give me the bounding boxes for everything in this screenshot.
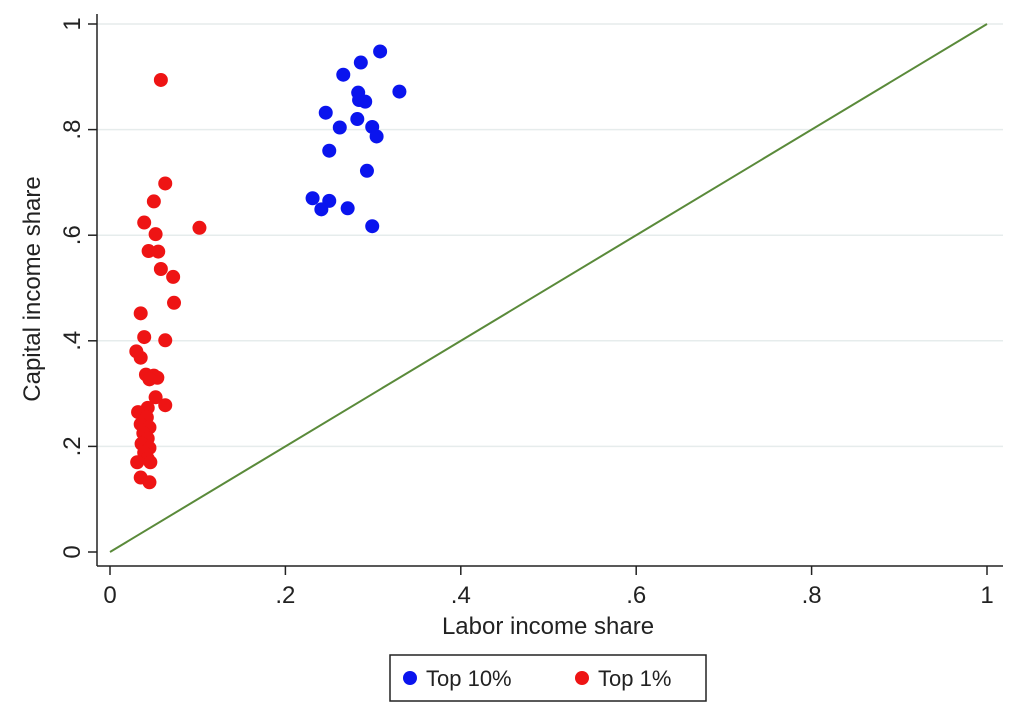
y-tick-label-0: 0: [59, 545, 86, 558]
point-top1-21: [158, 398, 173, 413]
legend-label-top10: Top 10%: [426, 666, 512, 691]
legend-label-top1: Top 1%: [598, 666, 671, 691]
x-tick-label-5: 1: [980, 582, 993, 609]
point-top10-3: [392, 84, 407, 99]
point-top1-33: [130, 455, 145, 470]
x-tick-label-3: .6: [626, 582, 646, 609]
point-top10-17: [340, 201, 355, 216]
point-top1-15: [133, 350, 148, 365]
y-tick-label-3: .6: [59, 225, 86, 245]
point-top10-8: [350, 112, 365, 127]
y-tick-label-1: .2: [59, 436, 86, 456]
x-axis-title: Labor income share: [442, 613, 654, 640]
point-top10-11: [369, 129, 384, 144]
point-top1-1: [158, 176, 173, 191]
grid-lines: [97, 23, 1003, 448]
point-top1-7: [151, 244, 166, 259]
point-top1-0: [153, 72, 168, 87]
reference-line-45deg: [109, 23, 988, 553]
data-points: [129, 44, 407, 490]
point-top10-1: [353, 55, 368, 70]
point-top1-13: [158, 333, 173, 348]
y-tick-label-2: .4: [59, 331, 86, 351]
point-top10-16: [314, 202, 329, 217]
point-top1-12: [137, 330, 152, 345]
point-top1-10: [167, 295, 182, 310]
x-tick-label-4: .8: [802, 582, 822, 609]
point-top1-11: [133, 306, 148, 321]
legend: Top 10% Top 1%: [389, 654, 707, 702]
x-tick-label-0: 0: [103, 582, 116, 609]
point-top10-12: [322, 143, 337, 158]
point-top1-20: [148, 390, 163, 405]
point-top1-36: [142, 475, 157, 490]
y-tick-label-5: 1: [59, 17, 86, 30]
legend-marker-top10: [403, 671, 417, 685]
point-top10-6: [358, 94, 373, 109]
point-top10-9: [332, 120, 347, 135]
point-top10-13: [359, 163, 374, 178]
point-top1-8: [153, 261, 168, 276]
point-top10-0: [373, 44, 388, 59]
point-top1-4: [192, 220, 207, 235]
point-top1-19: [142, 372, 157, 387]
point-top1-9: [166, 269, 181, 284]
point-top10-7: [318, 105, 333, 120]
y-axis-title: Capital income share: [19, 176, 46, 401]
axes: 0 .2 .4 .6 .8 1 0 .2 .4 .6 .8 1: [59, 14, 1003, 609]
x-tick-label-2: .4: [451, 582, 471, 609]
point-top1-5: [148, 227, 163, 242]
legend-marker-top1: [575, 671, 589, 685]
y-tick-label-4: .8: [59, 120, 86, 140]
point-top1-2: [146, 194, 161, 209]
point-top10-18: [365, 219, 380, 234]
point-top1-34: [143, 455, 158, 470]
point-top1-3: [137, 215, 152, 230]
point-top10-14: [305, 191, 320, 206]
point-top10-2: [336, 67, 351, 82]
x-tick-label-1: .2: [275, 582, 295, 609]
legend-box: [389, 654, 707, 702]
